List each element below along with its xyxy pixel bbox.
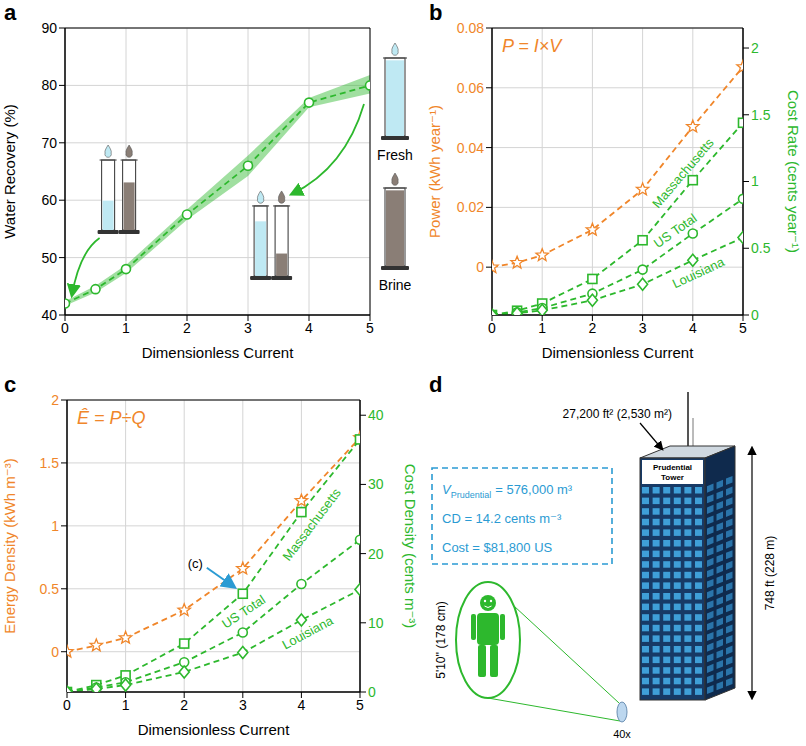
svg-text:70: 70 [41, 135, 57, 151]
svg-text:5: 5 [366, 320, 374, 336]
svg-text:Ê = P÷Q: Ê = P÷Q [77, 408, 145, 428]
svg-text:Cost Density (cents m⁻³): Cost Density (cents m⁻³) [402, 464, 419, 629]
svg-text:Louisiana: Louisiana [279, 612, 336, 652]
svg-text:4: 4 [305, 320, 313, 336]
svg-text:VPrudential= 576,000 m³: VPrudential= 576,000 m³ [442, 482, 573, 500]
svg-text:c: c [4, 372, 16, 397]
svg-text:40: 40 [368, 407, 384, 423]
svg-text:5: 5 [356, 697, 364, 713]
svg-text:Dimensionless Current: Dimensionless Current [142, 344, 295, 361]
svg-text:Massachusetts: Massachusetts [280, 485, 345, 564]
svg-text:5'10'' (178 cm): 5'10'' (178 cm) [434, 601, 448, 679]
svg-text:Brine: Brine [379, 277, 412, 293]
svg-text:0: 0 [61, 320, 69, 336]
svg-text:80: 80 [41, 77, 57, 93]
svg-text:Fresh: Fresh [377, 147, 413, 163]
svg-text:2: 2 [180, 697, 188, 713]
svg-text:0.04: 0.04 [457, 140, 484, 156]
svg-text:Prudential: Prudential [653, 463, 692, 472]
svg-text:2: 2 [751, 40, 759, 56]
svg-text:a: a [4, 0, 17, 25]
svg-text:5: 5 [739, 320, 747, 336]
svg-text:2: 2 [51, 392, 59, 408]
svg-text:10: 10 [368, 615, 384, 631]
svg-text:1: 1 [122, 697, 130, 713]
svg-text:3: 3 [239, 697, 247, 713]
svg-text:20: 20 [368, 546, 384, 562]
svg-text:0: 0 [476, 259, 484, 275]
svg-text:1: 1 [751, 173, 759, 189]
svg-text:0: 0 [63, 697, 71, 713]
svg-text:1: 1 [122, 320, 130, 336]
svg-text:0.02: 0.02 [457, 199, 484, 215]
svg-text:P = I×V: P = I×V [502, 36, 563, 56]
svg-text:Dimensionless Current: Dimensionless Current [542, 344, 695, 361]
svg-text:CD = 14.2 cents m⁻³: CD = 14.2 cents m⁻³ [442, 511, 562, 526]
svg-text:2: 2 [183, 320, 191, 336]
svg-text:748 ft (228 m): 748 ft (228 m) [763, 536, 777, 611]
svg-text:Tower: Tower [661, 473, 684, 482]
svg-text:50: 50 [41, 250, 57, 266]
svg-text:3: 3 [639, 320, 647, 336]
svg-text:Dimensionless Current: Dimensionless Current [138, 721, 291, 738]
svg-text:Cost = $81,800 US: Cost = $81,800 US [442, 540, 553, 555]
svg-text:0: 0 [751, 307, 759, 323]
svg-text:Energy Density (kWh m⁻³): Energy Density (kWh m⁻³) [1, 458, 18, 633]
svg-text:0.5: 0.5 [40, 581, 60, 597]
svg-text:3: 3 [244, 320, 252, 336]
svg-text:(c): (c) [188, 556, 203, 571]
svg-text:1: 1 [51, 518, 59, 534]
svg-text:0.08: 0.08 [457, 20, 484, 36]
svg-text:Water Recovery (%): Water Recovery (%) [1, 104, 18, 238]
svg-text:4: 4 [298, 697, 306, 713]
svg-text:0: 0 [368, 684, 376, 700]
svg-text:2: 2 [589, 320, 597, 336]
svg-text:Massachusetts: Massachusetts [649, 135, 717, 211]
svg-text:1.5: 1.5 [751, 107, 771, 123]
svg-text:Cost Rate (cents year⁻¹): Cost Rate (cents year⁻¹) [785, 90, 802, 253]
svg-text:0.06: 0.06 [457, 80, 484, 96]
svg-text:40: 40 [41, 307, 57, 323]
svg-text:Power (kWh year⁻¹): Power (kWh year⁻¹) [426, 105, 443, 238]
svg-text:30: 30 [368, 476, 384, 492]
svg-text:90: 90 [41, 20, 57, 36]
svg-text:d: d [429, 372, 442, 397]
svg-text:0: 0 [488, 320, 496, 336]
svg-text:4: 4 [689, 320, 697, 336]
svg-text:US Total: US Total [651, 210, 700, 250]
svg-text:0: 0 [51, 644, 59, 660]
svg-text:1: 1 [538, 320, 546, 336]
svg-text:60: 60 [41, 192, 57, 208]
svg-text:b: b [429, 0, 442, 25]
svg-text:Louisiana: Louisiana [670, 254, 727, 291]
svg-text:40x: 40x [613, 728, 631, 740]
svg-text:US Total: US Total [219, 592, 268, 632]
svg-text:1.5: 1.5 [40, 455, 60, 471]
svg-text:0.5: 0.5 [751, 240, 771, 256]
svg-text:27,200 ft² (2,530 m²): 27,200 ft² (2,530 m²) [563, 407, 672, 421]
